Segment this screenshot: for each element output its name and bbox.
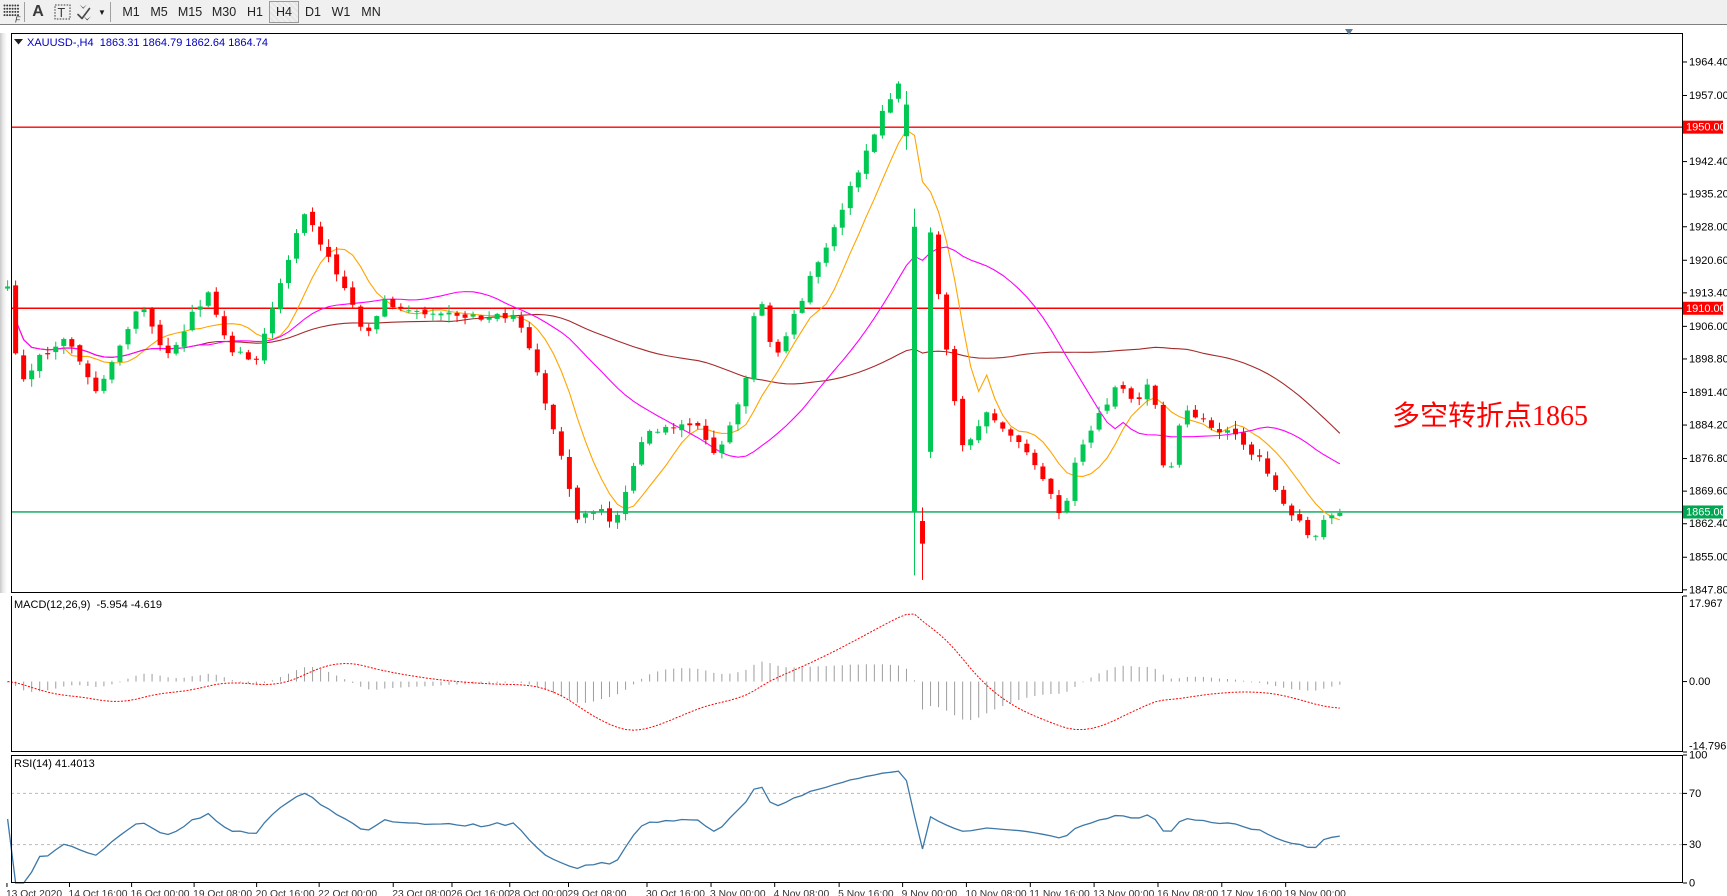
svg-text:3 Nov 00:00: 3 Nov 00:00 [710,889,766,896]
svg-text:28 Oct 00:00: 28 Oct 00:00 [509,889,568,896]
svg-text:13 Oct 2020: 13 Oct 2020 [6,889,62,896]
svg-text:14 Oct 16:00: 14 Oct 16:00 [68,889,127,896]
svg-text:17 Nov 16:00: 17 Nov 16:00 [1221,889,1283,896]
svg-text:30 Oct 16:00: 30 Oct 16:00 [646,889,705,896]
svg-text:19 Nov 00:00: 19 Nov 00:00 [1285,889,1347,896]
svg-text:16 Oct 00:00: 16 Oct 00:00 [131,889,190,896]
svg-text:19 Oct 08:00: 19 Oct 08:00 [193,889,252,896]
svg-text:5 Nov 16:00: 5 Nov 16:00 [838,889,894,896]
svg-text:13 Nov 00:00: 13 Nov 00:00 [1093,889,1155,896]
svg-text:22 Oct 00:00: 22 Oct 00:00 [318,889,377,896]
svg-text:23 Oct 08:00: 23 Oct 08:00 [392,889,451,896]
svg-text:20 Oct 16:00: 20 Oct 16:00 [256,889,315,896]
svg-text:29 Oct 08:00: 29 Oct 08:00 [568,889,627,896]
svg-text:16 Nov 08:00: 16 Nov 08:00 [1157,889,1219,896]
svg-text:10 Nov 08:00: 10 Nov 08:00 [965,889,1027,896]
svg-text:11 Nov 16:00: 11 Nov 16:00 [1029,889,1090,896]
svg-text:9 Nov 00:00: 9 Nov 00:00 [902,889,958,896]
svg-text:26 Oct 16:00: 26 Oct 16:00 [451,889,510,896]
svg-text:4 Nov 08:00: 4 Nov 08:00 [774,889,830,896]
